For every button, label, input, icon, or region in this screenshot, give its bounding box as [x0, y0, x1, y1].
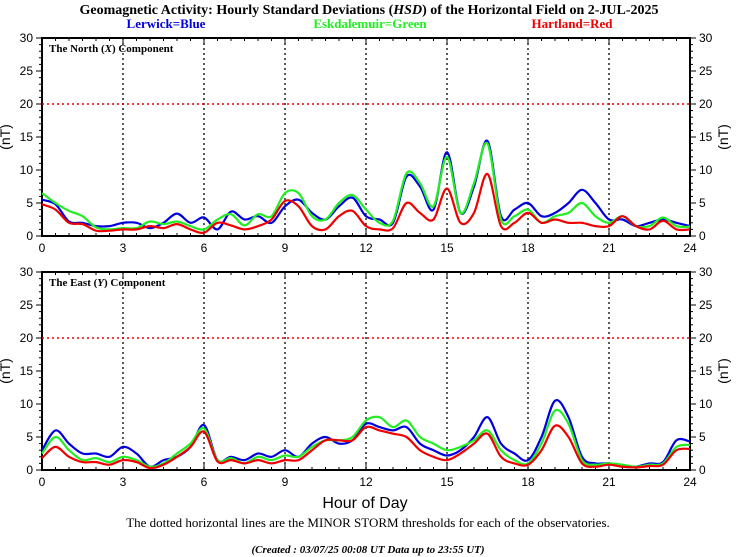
created-note: (Created : 03/07/25 00:08 UT Data up to … — [251, 544, 484, 556]
y-tick-label-right: 30 — [699, 265, 713, 279]
x-tick-label: 6 — [201, 241, 208, 255]
y-tick-label-left: 25 — [20, 64, 34, 78]
y-tick-label-right: 30 — [699, 31, 713, 45]
y-tick-label-left: 5 — [26, 196, 33, 210]
x-tick-label: 0 — [39, 241, 46, 255]
x-tick-label: 15 — [440, 475, 454, 489]
x-tick-label: 18 — [521, 475, 535, 489]
x-tick-label: 18 — [521, 241, 535, 255]
plot-frame — [41, 37, 691, 237]
y-tick-label-left: 10 — [20, 163, 34, 177]
y-tick-label-left: 25 — [20, 298, 34, 312]
y-tick-label-right: 20 — [699, 97, 713, 111]
x-tick-label: 9 — [282, 475, 289, 489]
y-tick-label-left: 15 — [20, 130, 34, 144]
y-tick-label-right: 0 — [699, 463, 706, 477]
x-tick-label: 24 — [683, 241, 697, 255]
series-line-eskdalemuir — [41, 408, 691, 468]
y-tick-label-left: 20 — [20, 97, 34, 111]
legend-lerwick: Lerwick=Blue — [127, 16, 206, 31]
series-line-lerwick — [41, 139, 691, 231]
y-tick-label-left: 20 — [20, 331, 34, 345]
panel-label: The East (Y) Component — [49, 277, 166, 289]
y-axis-label-left: (nT) — [0, 124, 13, 150]
series-line-hartland — [41, 424, 691, 470]
y-tick-label-left: 5 — [26, 430, 33, 444]
x-tick-label: 24 — [683, 475, 697, 489]
y-tick-label-right: 20 — [699, 331, 713, 345]
series-line-hartland — [41, 172, 691, 235]
x-tick-label: 0 — [39, 475, 46, 489]
y-tick-label-right: 15 — [699, 130, 713, 144]
y-tick-label-right: 10 — [699, 397, 713, 411]
y-tick-label-left: 30 — [20, 31, 34, 45]
x-tick-label: 21 — [602, 241, 616, 255]
series-line-eskdalemuir — [41, 141, 691, 231]
y-tick-label-left: 30 — [20, 265, 34, 279]
y-tick-label-right: 25 — [699, 64, 713, 78]
y-tick-label-right: 15 — [699, 364, 713, 378]
threshold-note: The dotted horizontal lines are the MINO… — [126, 515, 610, 530]
x-axis-label: Hour of Day — [322, 495, 407, 512]
y-tick-label-right: 25 — [699, 298, 713, 312]
x-tick-label: 9 — [282, 241, 289, 255]
x-tick-label: 12 — [359, 241, 373, 255]
x-tick-label: 21 — [602, 475, 616, 489]
chart-title: Geomagnetic Activity: Hourly Standard De… — [79, 3, 658, 18]
y-axis-label-left: (nT) — [0, 358, 13, 384]
panel-label: The North (X) Component — [49, 43, 174, 55]
legend-hartland: Hartland=Red — [531, 16, 613, 31]
x-tick-label: 12 — [359, 475, 373, 489]
y-axis-label-right: (nT) — [715, 124, 731, 150]
plot-frame — [41, 271, 691, 471]
y-tick-label-left: 15 — [20, 364, 34, 378]
y-tick-label-right: 5 — [699, 430, 706, 444]
y-tick-label-right: 0 — [699, 229, 706, 243]
y-tick-label-left: 0 — [26, 229, 33, 243]
x-tick-label: 6 — [201, 475, 208, 489]
y-tick-label-left: 0 — [26, 463, 33, 477]
y-axis-label-right: (nT) — [715, 358, 731, 384]
x-tick-label: 3 — [120, 475, 127, 489]
legend-eskdalemuir: Eskdalemuir=Green — [313, 16, 427, 31]
x-tick-label: 3 — [120, 241, 127, 255]
legend: Lerwick=Blue Eskdalemuir=Green Hartland=… — [127, 16, 614, 31]
y-tick-label-right: 10 — [699, 163, 713, 177]
y-tick-label-left: 10 — [20, 397, 34, 411]
x-tick-label: 15 — [440, 241, 454, 255]
y-tick-label-right: 5 — [699, 196, 706, 210]
